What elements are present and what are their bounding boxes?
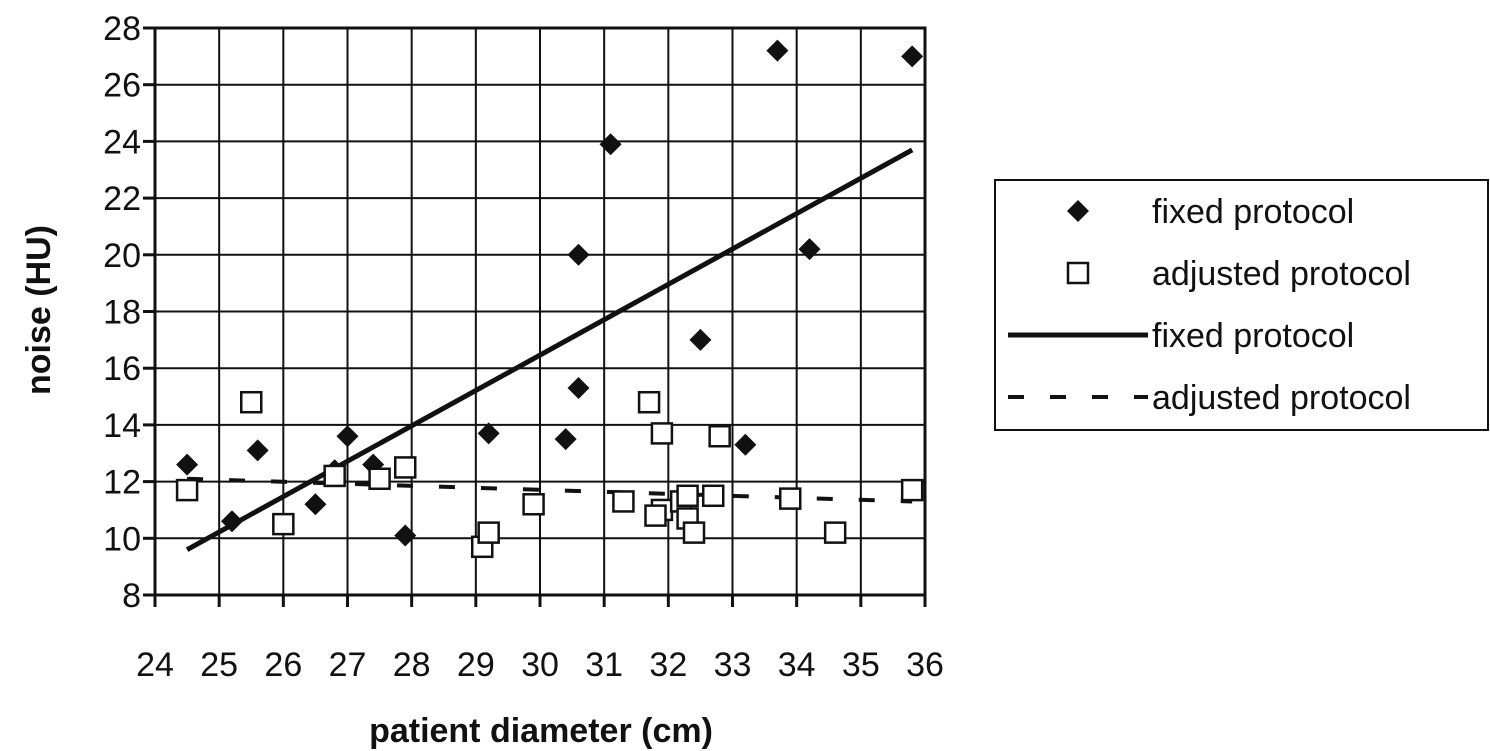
x-tick-label: 35 [842, 646, 880, 684]
data-point-diamond [599, 133, 622, 156]
series-layer [175, 39, 924, 559]
legend: fixed protocol adjusted protocol fixed pro… [994, 179, 1489, 431]
legend-item: adjusted protocol [1066, 255, 1411, 293]
x-axis-title: patient diameter (cm) [369, 712, 713, 750]
x-tick-label: 36 [906, 646, 944, 684]
x-axis: 24 25 26 27 28 29 30 31 32 33 34 35 36 [136, 595, 944, 684]
legend-box [994, 179, 1489, 431]
series-fixed-protocol-trend [185, 147, 914, 552]
y-tick-label: 22 [103, 180, 141, 218]
data-point-diamond [798, 238, 821, 261]
data-point-square [394, 456, 417, 479]
data-point-diamond [554, 428, 577, 451]
data-point-diamond [176, 453, 199, 476]
data-point-diamond [734, 433, 757, 456]
y-axis: 8 10 12 14 16 18 20 22 24 26 28 [103, 10, 155, 615]
data-point-diamond [336, 425, 359, 448]
data-point-square [612, 490, 635, 513]
data-point-square [676, 484, 699, 508]
data-point-square [644, 504, 667, 527]
legend-item: fixed protocol [1008, 317, 1354, 355]
data-point-square [272, 512, 295, 536]
data-point-square [240, 390, 263, 414]
data-point-square [708, 424, 731, 448]
data-point-diamond [304, 493, 327, 516]
x-tick-label: 32 [649, 646, 687, 684]
data-point-diamond [766, 39, 789, 62]
trend-line-solid [185, 147, 914, 552]
legend-label: fixed protocol [1152, 317, 1354, 355]
legend-marker-diamond [1067, 200, 1089, 222]
y-tick-label: 18 [103, 294, 141, 332]
data-point-diamond [246, 439, 269, 462]
x-tick-label: 33 [714, 646, 752, 684]
x-tick-label: 29 [457, 646, 495, 684]
data-point-diamond [689, 328, 712, 351]
data-point-diamond [901, 45, 924, 68]
x-tick-label: 25 [200, 646, 238, 684]
legend-label: adjusted protocol [1152, 379, 1411, 417]
data-point-square [779, 487, 802, 510]
data-point-square [682, 521, 706, 544]
data-point-square [702, 484, 725, 508]
x-tick-label: 24 [136, 646, 174, 684]
x-tick-label: 30 [521, 646, 559, 684]
legend-item: fixed protocol [1067, 193, 1354, 231]
data-point-diamond [221, 510, 243, 533]
y-tick-label: 14 [103, 407, 141, 445]
legend-label: adjusted protocol [1152, 255, 1411, 293]
x-tick-label: 28 [393, 646, 431, 684]
data-point-diamond [567, 243, 590, 266]
series-adjusted-protocol-points [175, 390, 924, 559]
data-point-square [900, 478, 924, 502]
data-point-square [650, 422, 674, 445]
legend-item: adjusted protocol [1008, 379, 1411, 417]
y-tick-label: 10 [103, 520, 141, 558]
data-point-square [368, 467, 391, 491]
legend-marker-square [1066, 261, 1090, 285]
x-tick-label: 26 [264, 646, 302, 684]
data-point-square [477, 521, 500, 544]
data-point-square [175, 478, 199, 502]
y-tick-label: 28 [103, 10, 141, 48]
data-point-square [522, 493, 545, 516]
y-tick-label: 26 [103, 67, 141, 105]
x-tick-label: 34 [778, 646, 816, 684]
x-tick-label: 31 [585, 646, 623, 684]
legend-label: fixed protocol [1152, 193, 1354, 231]
y-tick-label: 20 [103, 237, 141, 275]
series-fixed-protocol-points [176, 39, 924, 547]
y-tick-label: 8 [122, 577, 141, 615]
y-axis-title: noise (HU) [20, 225, 58, 395]
x-tick-label: 27 [329, 646, 367, 684]
y-tick-label: 24 [103, 123, 141, 161]
y-tick-label: 12 [103, 464, 141, 502]
data-point-square [323, 464, 346, 488]
data-point-diamond [567, 377, 590, 400]
data-point-square [823, 521, 847, 544]
y-tick-label: 16 [103, 350, 141, 388]
data-point-diamond [477, 422, 500, 445]
data-point-square [637, 390, 661, 414]
data-point-diamond [394, 524, 417, 547]
